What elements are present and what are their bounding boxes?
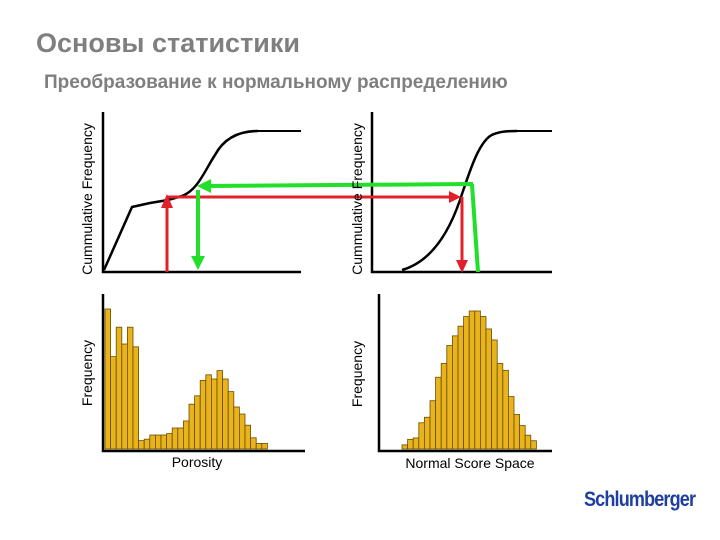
normal-score-histogram-bar-7 bbox=[440, 363, 448, 450]
normal-score-histogram-bar-1 bbox=[407, 438, 414, 450]
normal-score-histogram-bar-9 bbox=[451, 335, 459, 450]
porosity-histogram-bar-12 bbox=[171, 427, 179, 450]
porosity-histogram-bar-10 bbox=[160, 434, 167, 450]
porosity-histogram-bar-15 bbox=[188, 403, 195, 450]
red-arrowhead-down bbox=[456, 260, 468, 273]
porosity-histogram-bar-5 bbox=[132, 346, 139, 450]
normal-score-histogram-bar-13 bbox=[474, 310, 481, 450]
normal-score-histogram-bars bbox=[401, 310, 537, 450]
hist-left-axes bbox=[101, 294, 305, 453]
porosity-histogram-bar-3 bbox=[121, 343, 128, 450]
green-arrow-horizontal bbox=[207, 182, 474, 188]
page-subtitle: Преобразование к нормальному распределен… bbox=[44, 72, 508, 93]
normal-score-histogram-bar-4 bbox=[423, 416, 431, 450]
normal-score-histogram-bar-2 bbox=[412, 437, 420, 450]
hist-right-xlabel: Normal Score Space bbox=[405, 455, 534, 471]
porosity-histogram-bar-26 bbox=[250, 437, 257, 450]
normal-score-histogram-bar-17 bbox=[496, 363, 504, 450]
normal-score-histogram-bar-19 bbox=[507, 396, 515, 450]
porosity-histogram-bar-27 bbox=[255, 442, 263, 450]
porosity-histogram-bar-4 bbox=[127, 326, 134, 450]
cdf-left-ylabel: Cummulative Frequency bbox=[79, 123, 95, 275]
cdf-right-ylabel: Cummulative Frequency bbox=[349, 123, 365, 275]
porosity-histogram-bar-21 bbox=[222, 378, 229, 450]
normal-score-histogram-bar-11 bbox=[463, 316, 470, 450]
porosity-histogram-bar-28 bbox=[261, 442, 268, 450]
porosity-histogram-bar-19 bbox=[210, 378, 218, 450]
porosity-histogram-bar-16 bbox=[194, 395, 201, 450]
porosity-histogram-bar-11 bbox=[166, 433, 173, 450]
porosity-histogram-bar-0 bbox=[104, 308, 111, 450]
hist-left-ylabel: Frequency bbox=[79, 340, 95, 406]
normal-score-histogram-bar-15 bbox=[485, 328, 492, 450]
porosity-histogram-bar-2 bbox=[115, 326, 123, 450]
porosity-histogram-bar-13 bbox=[177, 427, 184, 450]
cdf-right-curve bbox=[401, 129, 518, 272]
normal-score-histogram-bar-14 bbox=[479, 316, 487, 450]
porosity-histogram-bar-23 bbox=[233, 406, 240, 450]
porosity-histogram-bar-14 bbox=[182, 420, 190, 450]
schlumberger-logo: Schlumberger bbox=[584, 488, 696, 511]
porosity-histogram-bar-18 bbox=[205, 374, 212, 450]
green-arrowhead-left bbox=[197, 179, 211, 193]
porosity-histogram-bar-1 bbox=[110, 356, 117, 450]
page-title: Основы статистики bbox=[36, 28, 301, 58]
porosity-histogram-bar-7 bbox=[143, 438, 151, 450]
normal-score-histogram-bar-18 bbox=[502, 369, 509, 450]
red-arrowhead-up bbox=[161, 194, 173, 208]
green-arrowhead-down bbox=[191, 256, 205, 270]
porosity-histogram-bar-9 bbox=[154, 434, 162, 450]
porosity-histogram-bar-22 bbox=[227, 391, 235, 450]
hist-left-xlabel: Porosity bbox=[172, 454, 223, 470]
cdf-right-axes bbox=[370, 112, 552, 274]
porosity-histogram-bar-24 bbox=[238, 413, 246, 450]
porosity-histogram-bars bbox=[104, 308, 268, 450]
normal-score-histogram-bar-20 bbox=[513, 414, 520, 450]
cdf-left-curve bbox=[102, 129, 259, 271]
normal-score-histogram-bar-5 bbox=[429, 400, 436, 450]
hist-right-ylabel: Frequency bbox=[349, 341, 365, 407]
normal-score-histogram-bar-0 bbox=[401, 444, 408, 450]
normal-score-histogram-bar-22 bbox=[524, 434, 532, 450]
red-arrowhead-right bbox=[449, 191, 461, 203]
hist-right-axes bbox=[377, 294, 552, 453]
green-arrow-vertical-up bbox=[470, 183, 480, 273]
cdf-left-axes bbox=[101, 112, 301, 274]
porosity-histogram-bar-6 bbox=[138, 440, 145, 450]
normal-score-histogram-bar-16 bbox=[491, 339, 498, 450]
normal-score-histogram-bar-10 bbox=[457, 325, 464, 450]
normal-score-histogram-bar-12 bbox=[468, 310, 476, 450]
normal-score-histogram-bar-8 bbox=[446, 345, 453, 450]
normal-score-histogram-bar-23 bbox=[530, 440, 537, 450]
normal-score-histogram-bar-21 bbox=[519, 425, 526, 450]
normal-score-histogram-bar-6 bbox=[435, 376, 442, 450]
porosity-histogram-bar-20 bbox=[216, 370, 223, 450]
normal-score-histogram-bar-3 bbox=[418, 422, 425, 450]
porosity-histogram-bar-25 bbox=[244, 424, 251, 450]
porosity-histogram-bar-8 bbox=[149, 434, 156, 450]
porosity-histogram-bar-17 bbox=[199, 379, 207, 450]
